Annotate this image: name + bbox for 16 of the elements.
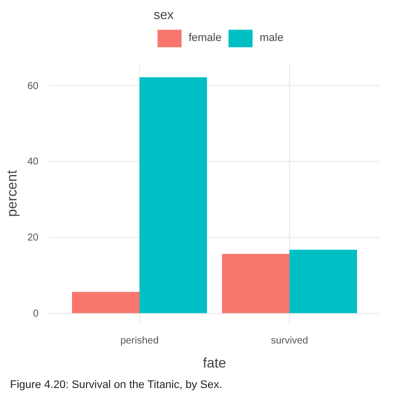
legend-label: male (260, 32, 284, 44)
bar (72, 292, 140, 314)
bar (140, 77, 207, 314)
caption: Figure 4.20: Survival on the Titanic, by Sex. (10, 378, 222, 393)
x-tick-label: perished (120, 336, 159, 346)
y-tick-label: 40 (27, 156, 39, 168)
y-axis-title: percent (3, 170, 20, 217)
bar (222, 254, 290, 314)
y-tick-label: 20 (27, 232, 39, 244)
x-axis-title: fate (202, 354, 226, 370)
bar (290, 250, 357, 314)
y-tick-label: 0 (32, 308, 39, 320)
x-tick-label: survived (270, 336, 308, 346)
legend-label: female (188, 32, 222, 44)
legend-title: sex (154, 7, 175, 22)
y-tick-label: 60 (27, 80, 39, 92)
